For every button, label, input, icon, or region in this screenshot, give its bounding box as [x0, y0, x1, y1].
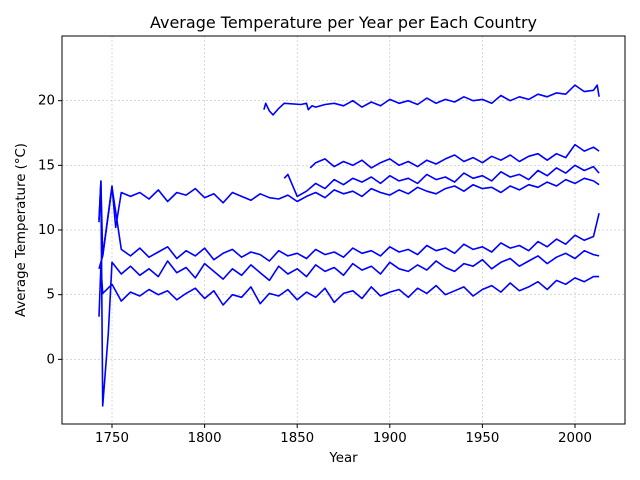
- x-axis-label: Year: [328, 451, 358, 466]
- series-line-5: [283, 164, 600, 198]
- x-tick-label: 1850: [280, 431, 314, 446]
- x-tick-label: 1800: [188, 431, 222, 446]
- y-axis-ticks: 0 5 10 15 20: [38, 94, 62, 367]
- y-tick-label: 20: [38, 94, 55, 109]
- series-lines: [98, 84, 600, 407]
- y-tick-label: 15: [38, 158, 55, 173]
- x-tick-label: 1950: [465, 431, 499, 446]
- x-axis-ticks: 1750 1800 1850 1900 1950 2000: [95, 424, 592, 446]
- series-line-6: [309, 143, 600, 169]
- y-axis-label: Average Temperature (°C): [14, 143, 29, 317]
- x-tick-label: 1750: [95, 431, 129, 446]
- series-line-7: [263, 84, 600, 116]
- y-tick-label: 10: [38, 223, 55, 238]
- series-line-1: [98, 265, 600, 317]
- series-line-2: [98, 180, 600, 407]
- series-line-3: [98, 186, 600, 270]
- chart-title: Average Temperature per Year per Each Co…: [150, 13, 537, 32]
- x-tick-label: 2000: [558, 431, 592, 446]
- gridlines: [62, 36, 625, 424]
- series-line-4: [98, 177, 600, 257]
- x-tick-label: 1900: [373, 431, 407, 446]
- y-tick-label: 5: [47, 288, 55, 303]
- y-tick-label: 0: [47, 352, 55, 367]
